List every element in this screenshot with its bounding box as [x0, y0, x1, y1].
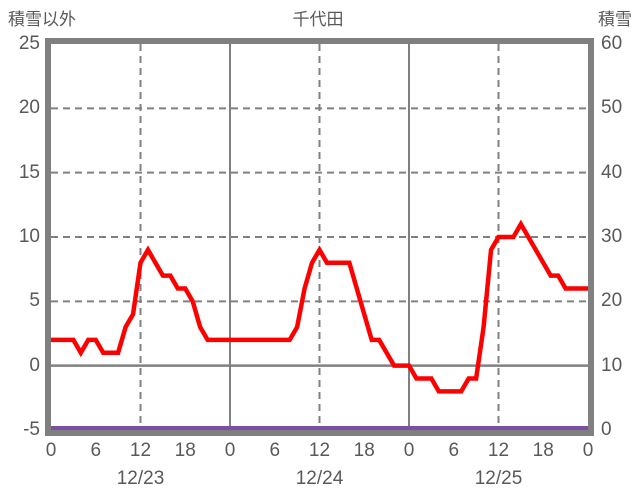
right-axis-title: 積雪	[598, 10, 632, 29]
date-label: 12/25	[474, 468, 523, 489]
chart-title: 千代田	[292, 10, 344, 29]
chart-canvas	[51, 44, 588, 430]
y-right-tick-label: 0	[601, 419, 612, 440]
date-label: 12/23	[116, 468, 165, 489]
y-right-tick-label: 60	[601, 33, 623, 54]
x-tick-label: 0	[224, 440, 236, 461]
plot-area	[45, 38, 594, 436]
y-left-tick-label: 0	[29, 354, 40, 376]
x-tick-label: 12	[308, 440, 331, 461]
x-tick-label: 18	[353, 440, 375, 461]
x-tick-label: 0	[45, 440, 57, 461]
x-tick-label: 12	[129, 440, 152, 461]
y-left-tick-label: 25	[18, 33, 40, 54]
x-tick-label: 0	[582, 440, 594, 461]
y-left-tick-label: -5	[23, 419, 40, 440]
y-right-tick-label: 50	[601, 97, 623, 119]
left-axis-title: 積雪以外	[8, 10, 76, 29]
x-tick-label: 18	[174, 440, 196, 461]
x-tick-label: 18	[532, 440, 554, 461]
y-left-tick-label: 5	[29, 290, 40, 312]
x-tick-label: 12	[487, 440, 510, 461]
x-tick-label: 6	[448, 440, 460, 461]
non-snow-series-line	[51, 219, 588, 394]
y-left-tick-label: 15	[18, 161, 40, 183]
y-left-tick-label: 20	[18, 97, 40, 119]
y-right-tick-label: 20	[601, 290, 623, 312]
y-right-tick-label: 40	[601, 161, 623, 183]
y-right-tick-label: 10	[601, 354, 623, 376]
y-left-tick-label: 10	[18, 226, 40, 247]
date-label: 12/24	[295, 468, 344, 489]
x-tick-label: 6	[90, 440, 102, 461]
x-tick-label: 6	[269, 440, 281, 461]
y-right-tick-label: 30	[601, 226, 623, 247]
x-tick-label: 0	[403, 440, 415, 461]
